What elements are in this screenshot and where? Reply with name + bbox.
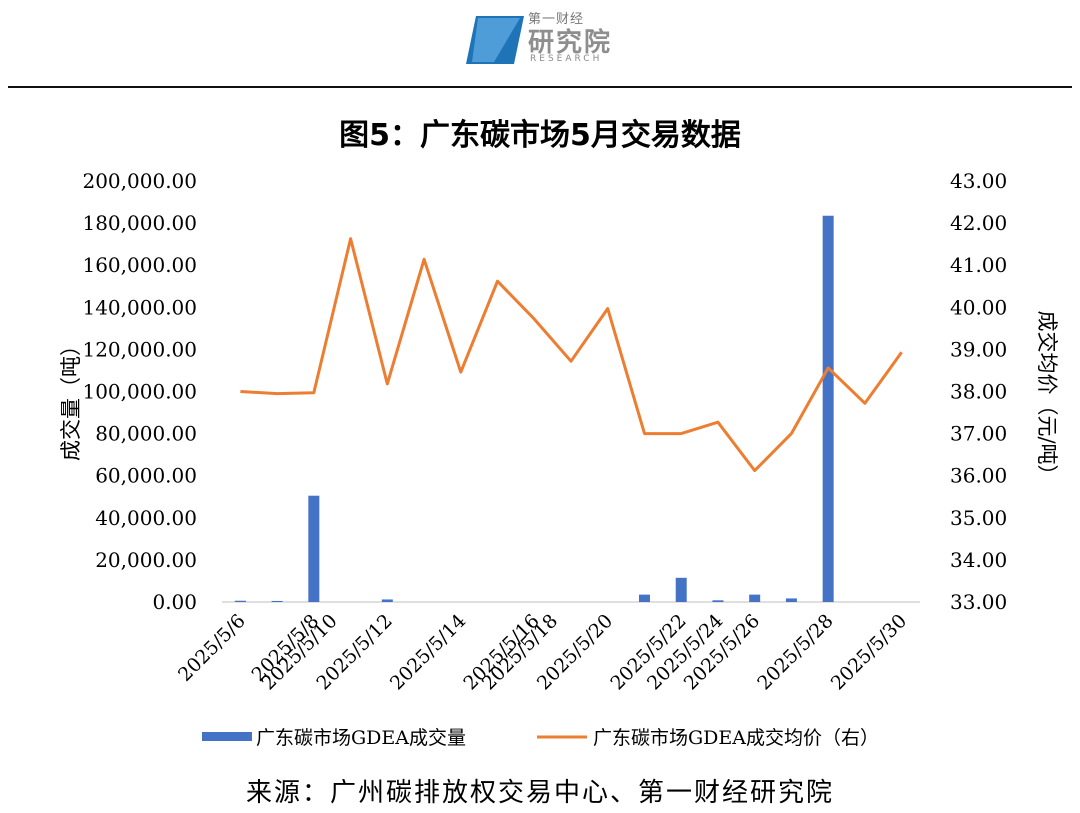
logo xyxy=(466,16,524,64)
x-axis-ticks: 2025/5/62025/5/82025/5/102025/5/122025/5… xyxy=(174,610,911,694)
y2-tick-label: 39.00 xyxy=(950,337,1007,361)
y2-axis-ticks: 33.00 34.00 35.00 36.00 37.00 38.00 39.00 40.00… xyxy=(950,169,1007,614)
logo-research-text: RESEARCH xyxy=(530,54,603,64)
header-divider xyxy=(8,86,1072,88)
y2-tick-label: 42.00 xyxy=(950,211,1007,235)
y-axis-ticks: 0.00 20,000.00 40,000.00 60,000.00 80,000.00… xyxy=(82,169,197,614)
y-tick-label: 140,000.00 xyxy=(82,295,197,319)
y-tick-label: 80,000.00 xyxy=(95,422,197,446)
line-series xyxy=(240,237,903,473)
legend-bar-swatch xyxy=(202,732,252,741)
y2-tick-label: 43.00 xyxy=(950,169,1007,193)
source-note: 来源：广州碳排放权交易中心、第一财经研究院 xyxy=(245,778,834,808)
diamond-logo-icon xyxy=(466,16,524,64)
volume-bar xyxy=(271,600,283,602)
volume-bar xyxy=(822,215,834,603)
legend-volume-label: 广东碳市场GDEA成交量 xyxy=(256,727,466,749)
y-axis-label: 成交量（吨） xyxy=(59,335,83,461)
x-tick-label: 2025/5/30 xyxy=(827,610,911,694)
volume-bar xyxy=(785,598,797,602)
y-tick-label: 200,000.00 xyxy=(82,169,197,193)
chart: 图5：广东碳市场5月交易数据 成交量（吨） 成交均价（元/吨） 0.00 20,0… xyxy=(59,118,1059,749)
y-tick-label: 20,000.00 xyxy=(95,548,197,572)
y2-axis-label: 成交均价（元/吨） xyxy=(1035,310,1059,485)
volume-bar xyxy=(675,577,687,602)
x-tick-label: 2025/5/28 xyxy=(753,610,837,694)
legend: 广东碳市场GDEA成交量 广东碳市场GDEA成交均价（右） xyxy=(202,727,879,749)
y-tick-label: 60,000.00 xyxy=(95,464,197,488)
volume-bar xyxy=(308,495,320,602)
y-tick-label: 160,000.00 xyxy=(82,253,197,277)
x-tick-label: 2025/5/6 xyxy=(174,610,250,686)
logo-subtitle: 第一财经 xyxy=(528,12,585,27)
volume-bar xyxy=(638,594,650,602)
y2-tick-label: 40.00 xyxy=(950,295,1007,319)
y2-tick-label: 33.00 xyxy=(950,590,1007,614)
y-tick-label: 40,000.00 xyxy=(95,506,197,530)
price-line xyxy=(240,237,903,473)
y2-tick-label: 37.00 xyxy=(950,422,1007,446)
y2-tick-label: 41.00 xyxy=(950,253,1007,277)
volume-bar xyxy=(234,600,246,602)
volume-bar xyxy=(712,600,724,602)
y-tick-label: 0.00 xyxy=(152,590,197,614)
y2-tick-label: 36.00 xyxy=(950,464,1007,488)
legend-price-label: 广东碳市场GDEA成交均价（右） xyxy=(593,727,879,749)
logo-title: 研究院 xyxy=(528,28,613,58)
bar-series xyxy=(234,215,834,603)
x-tick-label: 2025/5/14 xyxy=(386,610,470,694)
y2-tick-label: 35.00 xyxy=(950,506,1007,530)
y2-tick-label: 34.00 xyxy=(950,548,1007,572)
volume-bar xyxy=(749,594,761,602)
y-tick-label: 120,000.00 xyxy=(82,337,197,361)
y-tick-label: 180,000.00 xyxy=(82,211,197,235)
y-tick-label: 100,000.00 xyxy=(82,380,197,404)
chart-title: 图5：广东碳市场5月交易数据 xyxy=(339,118,741,153)
volume-bar xyxy=(381,599,393,602)
y2-tick-label: 38.00 xyxy=(950,380,1007,404)
